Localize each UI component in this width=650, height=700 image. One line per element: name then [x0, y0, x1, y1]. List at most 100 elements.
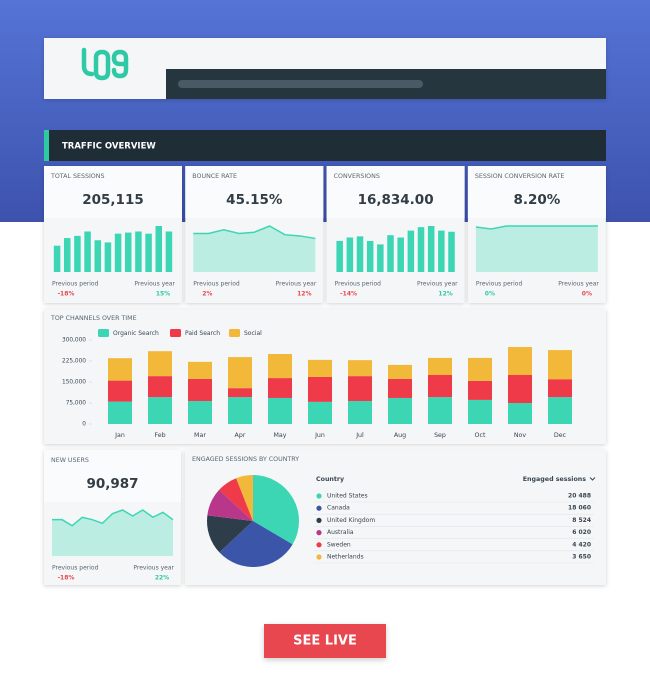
- comparison-change: -18%: [58, 291, 75, 298]
- comparison-label: Previous period: [52, 565, 99, 572]
- comparison-label: Previous year: [276, 281, 317, 288]
- chart-title: TOP CHANNELS OVER TIME: [50, 315, 137, 322]
- bar-segment: [268, 354, 292, 379]
- x-tick-label: Apr: [235, 432, 246, 439]
- legend-label: Social: [244, 330, 262, 337]
- y-tick-label: 225,000: [62, 359, 86, 365]
- legend-swatch: [170, 329, 181, 337]
- spark-area: [52, 510, 173, 556]
- section-accent: [44, 130, 49, 161]
- comparison-label: Previous year: [417, 281, 458, 288]
- comparison-change: 2%: [202, 291, 212, 298]
- comparison-change: 0%: [582, 291, 592, 298]
- header: [44, 38, 606, 99]
- spark-bar: [53, 245, 61, 272]
- comparison-change: 12%: [438, 291, 452, 298]
- pie-slice: [207, 489, 253, 521]
- spark-line: [193, 225, 316, 240]
- row-dot: [316, 493, 322, 499]
- bar-segment: [108, 380, 132, 402]
- bar-segment: [468, 399, 492, 424]
- country-name: Sweden: [327, 541, 351, 548]
- bar-segment: [508, 403, 532, 424]
- spark-line: [475, 225, 598, 230]
- bar-segment: [308, 359, 332, 377]
- spark-bar: [417, 227, 425, 272]
- pie-slice: [219, 478, 253, 521]
- button-bg[interactable]: [264, 624, 386, 658]
- bar-segment: [268, 378, 292, 398]
- comparison-change: 0%: [485, 291, 495, 298]
- pie-slice: [253, 475, 300, 545]
- bar-segment: [188, 401, 212, 424]
- spark-bar: [165, 231, 173, 272]
- logo: [81, 47, 129, 81]
- row-dot: [316, 505, 322, 511]
- kpi-top: [185, 166, 324, 218]
- spark-bar: [84, 231, 91, 272]
- button-label[interactable]: SEE LIVE: [293, 634, 357, 649]
- sort-chevron: [589, 477, 596, 481]
- spark-area: [193, 226, 316, 272]
- y-tick-label: 300,000: [62, 338, 86, 344]
- bar-segment: [428, 357, 452, 375]
- kpi-top: [44, 166, 182, 218]
- spark-bar: [407, 230, 415, 272]
- country-sessions: 4 420: [572, 541, 591, 548]
- legend-swatch: [98, 329, 109, 337]
- bar-segment: [548, 350, 572, 380]
- bar-segment: [308, 401, 332, 424]
- row-dot: [316, 530, 322, 536]
- engaged-title: ENGAGED SESSIONS BY COUNTRY: [192, 456, 299, 463]
- see-live-button[interactable]: SEE LIVE: [264, 624, 386, 658]
- x-tick-label: Feb: [154, 432, 165, 439]
- bar-segment: [348, 401, 372, 424]
- kpi-title: SESSION CONVERSION RATE: [475, 173, 565, 180]
- bar-segment: [508, 375, 532, 403]
- bar-segment: [428, 375, 452, 398]
- kpi-top: [44, 450, 181, 502]
- spark-bar: [145, 233, 152, 272]
- country-name: Canada: [327, 505, 350, 512]
- spark-bar: [104, 242, 112, 272]
- bar-segment: [148, 397, 172, 424]
- country-sessions: 20 488: [568, 493, 591, 500]
- spark-bar: [397, 237, 404, 272]
- x-tick-label: Jan: [114, 432, 125, 439]
- logo-box: [44, 38, 166, 99]
- comparison-label: Previous period: [52, 281, 99, 288]
- comparison-label: Previous year: [558, 281, 599, 288]
- x-tick-label: Sep: [434, 432, 446, 439]
- spark-bar: [63, 238, 71, 272]
- kpi-top: [326, 166, 465, 218]
- bar-segment: [428, 397, 452, 424]
- y-tick-label: 75,000: [66, 401, 87, 407]
- bar-segment: [188, 361, 212, 379]
- placeholder-line: [178, 80, 423, 88]
- table-header: Country: [316, 476, 344, 483]
- country-sessions: 6 020: [572, 529, 591, 536]
- spark-bar: [356, 236, 364, 272]
- spark-bar: [377, 244, 384, 272]
- row-dot: [316, 517, 322, 524]
- spark-bar: [135, 231, 142, 272]
- pie-slice: [219, 521, 293, 567]
- bar-segment: [108, 358, 132, 381]
- bar-segment: [548, 397, 572, 424]
- country-name: Australia: [327, 529, 354, 536]
- bar-segment: [108, 401, 132, 424]
- comparison-label: Previous period: [335, 281, 382, 288]
- spark-area: [475, 226, 598, 272]
- bar-segment: [468, 380, 492, 400]
- comparison-label: Previous year: [134, 281, 175, 288]
- country-sessions: 18 060: [568, 505, 591, 512]
- pie-slice: [207, 515, 253, 553]
- kpi-title: BOUNCE RATE: [192, 173, 237, 180]
- comparison-change: 12%: [297, 291, 311, 298]
- spark-bar: [336, 240, 343, 272]
- comparison-change: -14%: [340, 291, 357, 298]
- country-name: United Kingdom: [327, 517, 375, 524]
- bar-segment: [348, 376, 372, 402]
- y-tick-label: 150,000: [62, 380, 86, 386]
- spark-bar: [346, 237, 354, 272]
